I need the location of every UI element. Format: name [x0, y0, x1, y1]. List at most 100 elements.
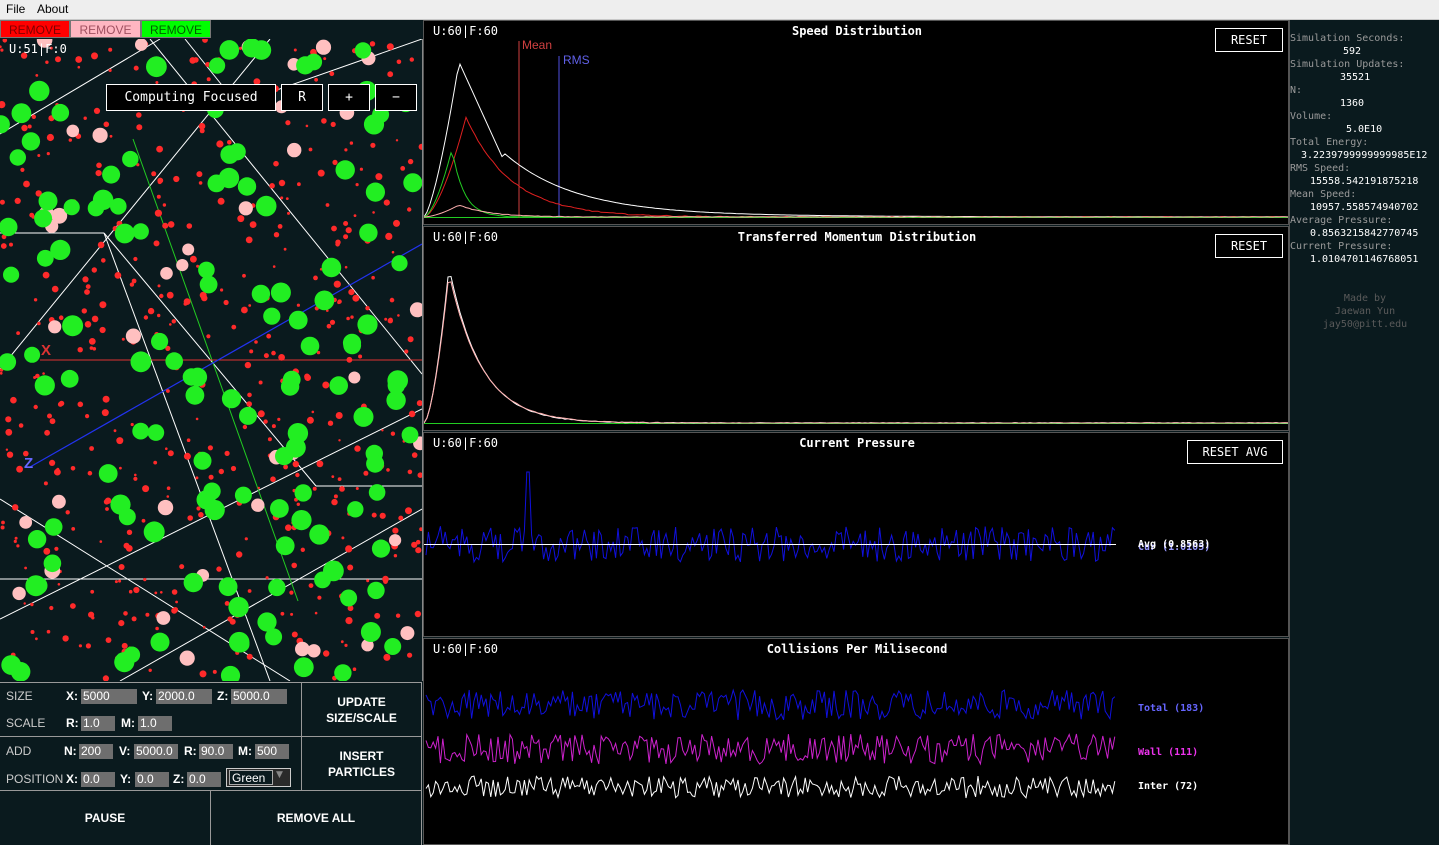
- zoom-in-button[interactable]: +: [328, 84, 370, 111]
- add-v-input[interactable]: 5000.0: [134, 744, 178, 759]
- particle-red: [289, 590, 294, 595]
- particle-red: [9, 242, 13, 247]
- particle-red: [280, 196, 284, 200]
- zoom-out-button[interactable]: −: [375, 84, 417, 111]
- add-n-input[interactable]: 200: [79, 744, 113, 759]
- particle-red: [91, 616, 95, 620]
- momentum-reset-button[interactable]: RESET: [1215, 234, 1283, 258]
- particles: [0, 39, 422, 681]
- particle-red: [345, 545, 353, 553]
- position-y-input[interactable]: 0.0: [135, 772, 169, 787]
- particle-red: [23, 180, 30, 188]
- particle-red: [27, 124, 32, 129]
- particle-red: [159, 293, 164, 299]
- speed-reset-button[interactable]: RESET: [1215, 28, 1283, 52]
- pause-button[interactable]: PAUSE: [0, 791, 210, 845]
- particle-red: [395, 139, 399, 142]
- particle-red: [97, 241, 105, 249]
- particle-red: [108, 68, 112, 72]
- stat-label-sim-seconds: Simulation Seconds:: [1290, 33, 1405, 44]
- particle-green: [221, 389, 242, 409]
- add-m-input[interactable]: 500: [255, 744, 289, 759]
- particle-red: [407, 207, 412, 212]
- computing-focused-button[interactable]: Computing Focused: [106, 84, 276, 111]
- particle-green: [287, 423, 309, 444]
- remove-green-button[interactable]: REMOVE: [141, 20, 211, 38]
- color-select-value: Green: [229, 770, 273, 785]
- remove-red-button[interactable]: REMOVE: [0, 20, 70, 38]
- particle-green: [347, 501, 364, 518]
- menu-about[interactable]: About: [37, 2, 69, 16]
- particle-red: [186, 223, 193, 229]
- particle-green: [165, 352, 183, 370]
- pressure-reset-avg-button[interactable]: RESET AVG: [1187, 440, 1283, 464]
- stat-value-sim-updates: 35521: [1340, 72, 1371, 83]
- particle-red: [347, 564, 354, 571]
- scale-r-key: R:: [66, 716, 79, 730]
- particle-red: [335, 412, 343, 419]
- credit-made-by: Made by: [1343, 293, 1387, 304]
- remove-all-button[interactable]: REMOVE ALL: [211, 791, 421, 845]
- reset-view-button[interactable]: R: [281, 84, 323, 111]
- size-y-input[interactable]: 2000.0: [156, 689, 212, 704]
- remove-pink-button[interactable]: REMOVE: [70, 20, 141, 38]
- collisions-wall-legend: Wall (111): [1138, 747, 1199, 758]
- particle-green: [9, 149, 27, 166]
- particle-red: [280, 611, 285, 616]
- particle-green: [239, 406, 257, 425]
- particle-red: [21, 124, 28, 132]
- collisions-fps-label: U:60|F:60: [433, 642, 499, 656]
- particle-red: [29, 212, 35, 218]
- menu-file[interactable]: File: [6, 2, 26, 16]
- particle-pink: [156, 611, 171, 625]
- particle-red: [18, 423, 24, 428]
- particle-red: [285, 120, 291, 126]
- particle-red: [123, 542, 130, 549]
- particle-red: [151, 171, 157, 177]
- scale-m-input[interactable]: 1.0: [138, 716, 172, 731]
- add-r-input[interactable]: 90.0: [199, 744, 233, 759]
- particle-red: [118, 579, 122, 583]
- momentum-title: Transferred Momentum Distribution: [737, 230, 977, 244]
- particle-red: [313, 275, 318, 281]
- particle-red: [55, 56, 61, 63]
- particle-green: [357, 314, 378, 335]
- simulation-canvas[interactable]: [0, 39, 422, 681]
- particle-red: [350, 315, 354, 319]
- scale-r-input[interactable]: 1.0: [81, 716, 115, 731]
- particle-red: [249, 221, 257, 229]
- size-x-input[interactable]: 5000: [81, 689, 137, 704]
- particle-red: [223, 299, 229, 306]
- position-z-input[interactable]: 0.0: [187, 772, 221, 787]
- particle-red: [208, 474, 214, 480]
- particle-red: [0, 48, 4, 52]
- particle-green: [132, 223, 149, 240]
- particle-red: [195, 476, 199, 480]
- particle-red: [296, 303, 300, 307]
- particle-green: [275, 447, 294, 466]
- particle-red: [0, 243, 7, 249]
- particle-red: [30, 602, 34, 607]
- particle-red: [366, 579, 370, 583]
- simulation-viewport[interactable]: U:51|F:0 Computing Focused R + − X Z: [0, 39, 423, 681]
- particle-green: [11, 103, 32, 124]
- particle-red: [118, 620, 125, 627]
- particle-red: [116, 437, 124, 445]
- particle-red: [84, 289, 90, 295]
- particle-red: [249, 349, 254, 354]
- insert-particles-button[interactable]: INSERT PARTICLES: [302, 737, 421, 790]
- color-select[interactable]: Green ▼: [226, 768, 291, 787]
- particle-red: [245, 236, 253, 244]
- size-z-input[interactable]: 5000.0: [231, 689, 287, 704]
- particle-red: [265, 576, 269, 580]
- particle-green: [21, 132, 41, 151]
- particle-red: [391, 250, 395, 254]
- position-x-input[interactable]: 0.0: [81, 772, 115, 787]
- particle-pink: [157, 499, 174, 516]
- update-size-scale-button[interactable]: UPDATE SIZE/SCALE: [302, 683, 421, 736]
- particle-red: [363, 470, 369, 476]
- particle-pink: [19, 516, 33, 529]
- particle-red: [90, 589, 95, 594]
- pressure-current-trace: [425, 471, 1116, 564]
- particle-red: [24, 566, 27, 570]
